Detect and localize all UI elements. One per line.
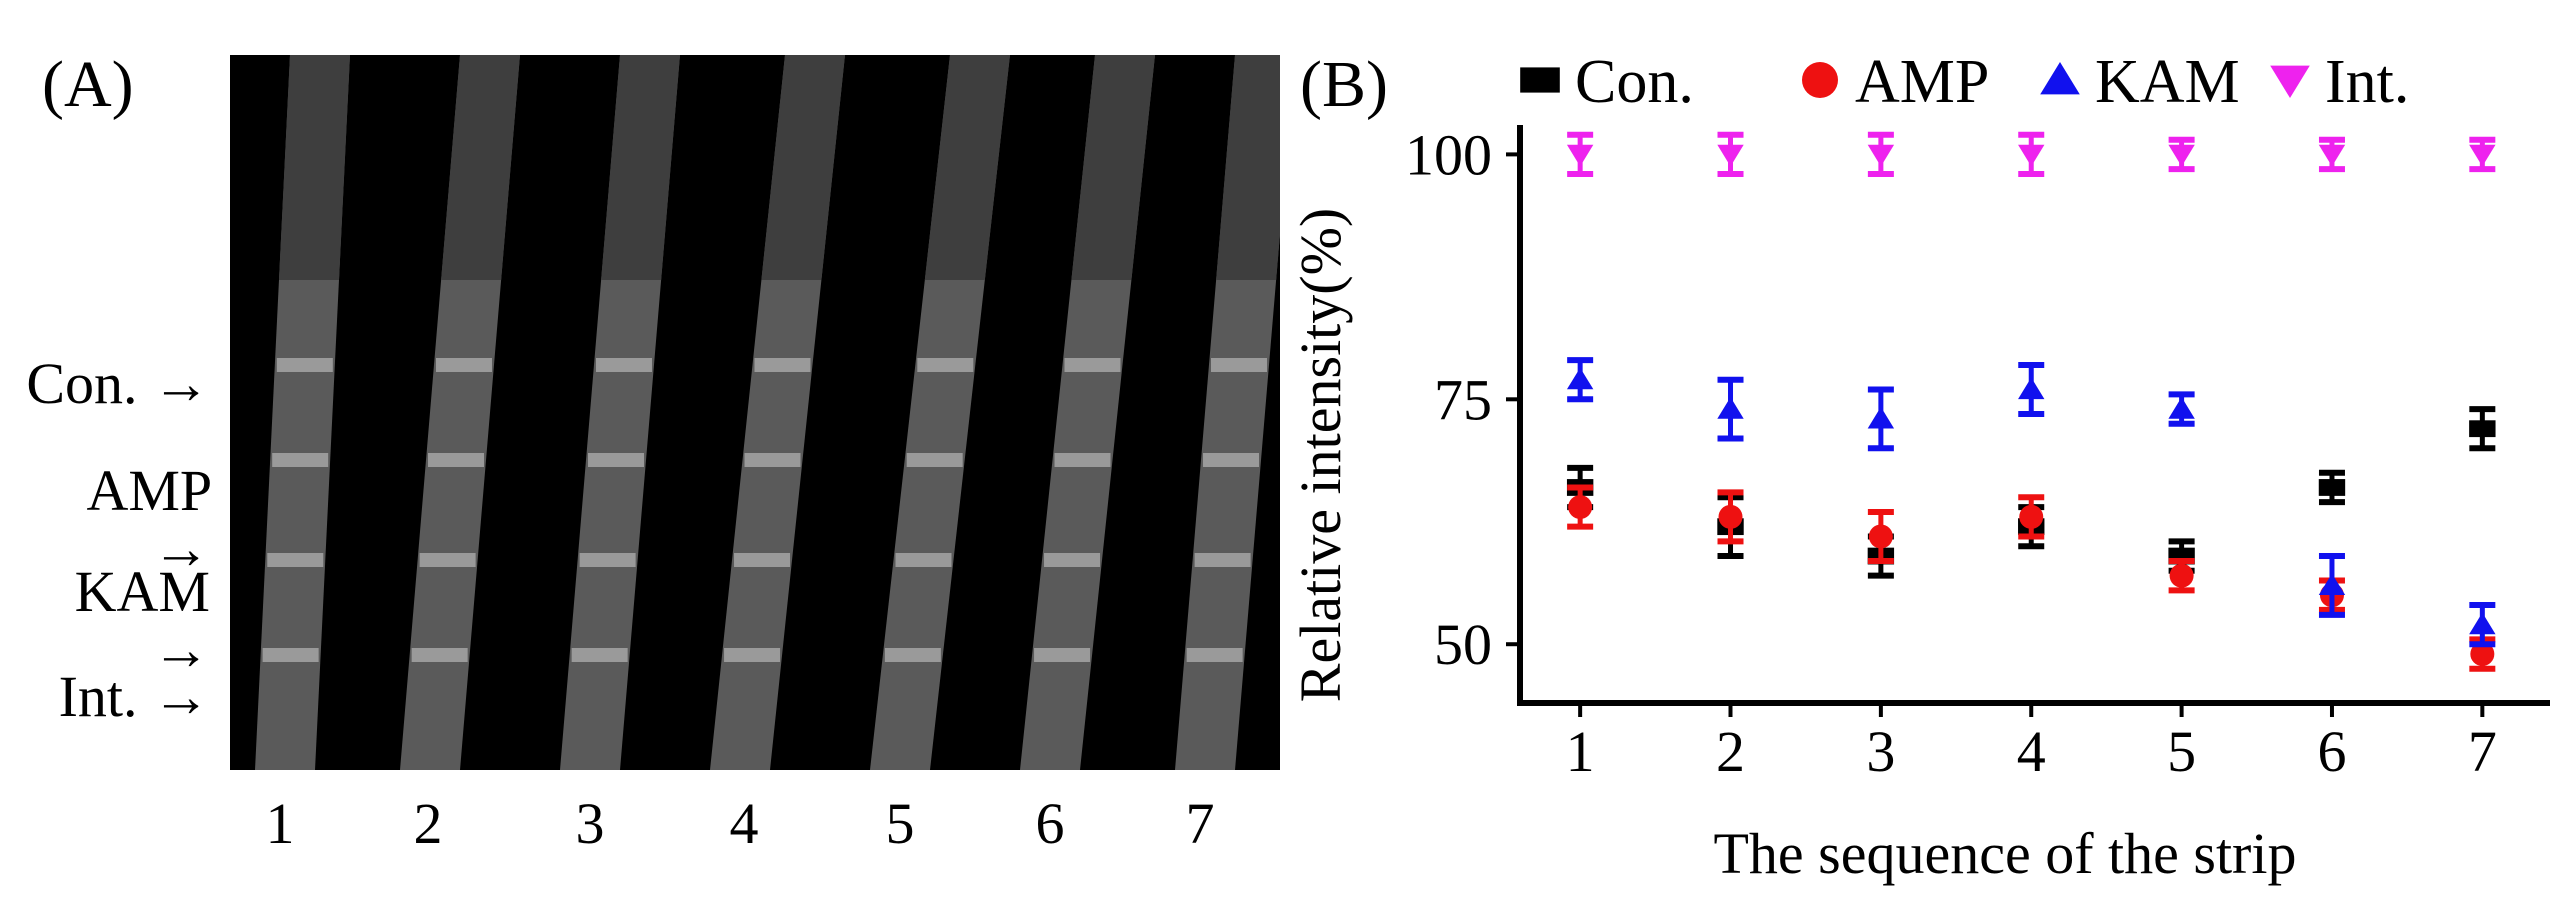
gel-band	[906, 453, 963, 467]
x-tick-label: 4	[2017, 719, 2046, 784]
gel-band	[262, 648, 319, 662]
legend-marker	[2040, 62, 2080, 95]
gel-band	[435, 358, 492, 372]
legend-label: KAM	[2095, 48, 2240, 116]
gel-band	[428, 453, 485, 467]
gel-band	[571, 648, 628, 662]
y-tick-label: 75	[1434, 367, 1492, 432]
x-tick-label: 7	[2468, 719, 2497, 784]
data-point	[2169, 563, 2194, 588]
x-axis-label: The sequence of the strip	[1713, 821, 2296, 886]
gel-band	[1210, 358, 1267, 372]
sample-pad	[924, 55, 1010, 280]
gel-band	[734, 553, 791, 567]
band-label-amp: AMP →	[86, 458, 210, 581]
chart-marks	[1566, 131, 2496, 672]
x-tick-label: 3	[1866, 719, 1895, 784]
gel-band	[595, 358, 652, 372]
data-point	[2018, 377, 2045, 400]
data-point	[2469, 420, 2496, 438]
data-point	[1717, 144, 1744, 167]
data-point	[1867, 144, 1895, 167]
data-point	[2470, 642, 2495, 667]
legend-label: Int.	[2325, 48, 2409, 116]
gel-band	[917, 358, 974, 372]
sample-pad	[441, 55, 520, 280]
gel-band	[588, 453, 645, 467]
data-point	[2318, 573, 2346, 596]
gel-band	[579, 553, 636, 567]
gel-band	[754, 358, 811, 372]
gel-band	[1194, 553, 1251, 567]
x-tick-label: 2	[1716, 719, 1745, 784]
x-tick-label: 1	[1566, 719, 1595, 784]
lane-number-6: 6	[1035, 791, 1065, 856]
gel-band	[1203, 453, 1260, 467]
panel-a-label: (A)	[42, 48, 134, 121]
sample-pad	[761, 55, 845, 280]
gel-band	[1186, 648, 1243, 662]
data-point	[2019, 504, 2044, 529]
data-point	[2318, 144, 2346, 167]
data-point	[1718, 504, 1743, 529]
data-point	[1566, 144, 1594, 167]
lane-number-2: 2	[413, 791, 443, 856]
data-point	[1867, 406, 1895, 429]
data-point	[1566, 367, 1594, 390]
data-point	[1868, 524, 1893, 549]
gel-band	[884, 648, 941, 662]
gel-image	[230, 55, 1280, 770]
scatter-chart: Con. AMP KAM Int. 1 2 3 4 5 6 7 50 75 100 Relative i…	[1288, 48, 2550, 886]
data-point	[2469, 612, 2496, 635]
legend-marker	[1802, 62, 1838, 98]
legend-marker	[2270, 65, 2310, 98]
gel-band	[276, 358, 333, 372]
lane-number-3: 3	[575, 791, 605, 856]
y-tick-label: 50	[1434, 612, 1492, 677]
data-point	[2318, 479, 2346, 496]
chart-legend: Con. AMP KAM Int.	[1520, 48, 2409, 116]
data-point	[2168, 144, 2195, 167]
data-point	[1717, 397, 1744, 419]
sample-pad	[278, 55, 350, 280]
band-label-kam: KAM →	[74, 559, 210, 682]
gel-band	[1044, 553, 1101, 567]
legend-marker	[1520, 67, 1560, 93]
data-point	[2168, 397, 2195, 419]
sample-pad	[601, 55, 680, 280]
data-point	[1568, 495, 1593, 520]
panel-b-label: (B)	[1300, 48, 1388, 121]
sample-pad	[1216, 55, 1280, 280]
lane-number-1: 1	[265, 791, 295, 856]
x-tick-label: 6	[2317, 719, 2346, 784]
band-label-int: Int. →	[58, 664, 210, 729]
data-point	[2469, 144, 2496, 167]
gel-band	[419, 553, 476, 567]
gel-band	[1034, 648, 1091, 662]
gel-band	[744, 453, 801, 467]
chart-axes	[1517, 125, 2550, 706]
gel-band	[895, 553, 952, 567]
chart-ticks: 1 2 3 4 5 6 7 50 75 100	[1405, 122, 2497, 784]
sample-pad	[1071, 55, 1155, 280]
gel-band	[1054, 453, 1111, 467]
lane-number-4: 4	[729, 791, 759, 856]
data-point	[2018, 144, 2045, 167]
lane-number-7: 7	[1185, 791, 1215, 856]
x-tick-label: 5	[2167, 719, 2196, 784]
lane-number-5: 5	[885, 791, 915, 856]
band-label-con: Con. →	[26, 351, 210, 416]
gel-band	[267, 553, 324, 567]
legend-label: Con.	[1575, 48, 1694, 116]
legend-label: AMP	[1855, 48, 1989, 116]
gel-band	[411, 648, 468, 662]
gel-band	[1064, 358, 1121, 372]
y-tick-label: 100	[1405, 122, 1492, 187]
gel-band	[272, 453, 329, 467]
gel-band	[724, 648, 781, 662]
y-axis-label: Relative intensity(%)	[1288, 208, 1353, 702]
gel-strips	[255, 55, 1280, 770]
